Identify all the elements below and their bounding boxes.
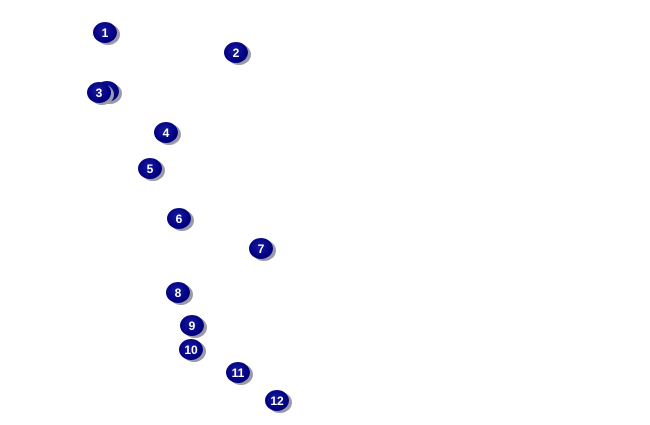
marker-12[interactable]: 12 xyxy=(265,390,289,411)
marker-3[interactable]: 3 xyxy=(87,82,111,103)
marker-4[interactable]: 4 xyxy=(154,122,178,143)
marker-2[interactable]: 2 xyxy=(224,42,248,63)
marker-9[interactable]: 9 xyxy=(180,315,204,336)
marker-1[interactable]: 1 xyxy=(93,22,117,43)
marker-10[interactable]: 10 xyxy=(179,339,203,360)
marker-5[interactable]: 5 xyxy=(138,158,162,179)
marker-11[interactable]: 11 xyxy=(226,362,250,383)
marker-8[interactable]: 8 xyxy=(166,282,190,303)
marker-7[interactable]: 7 xyxy=(249,238,273,259)
marker-6[interactable]: 6 xyxy=(167,208,191,229)
